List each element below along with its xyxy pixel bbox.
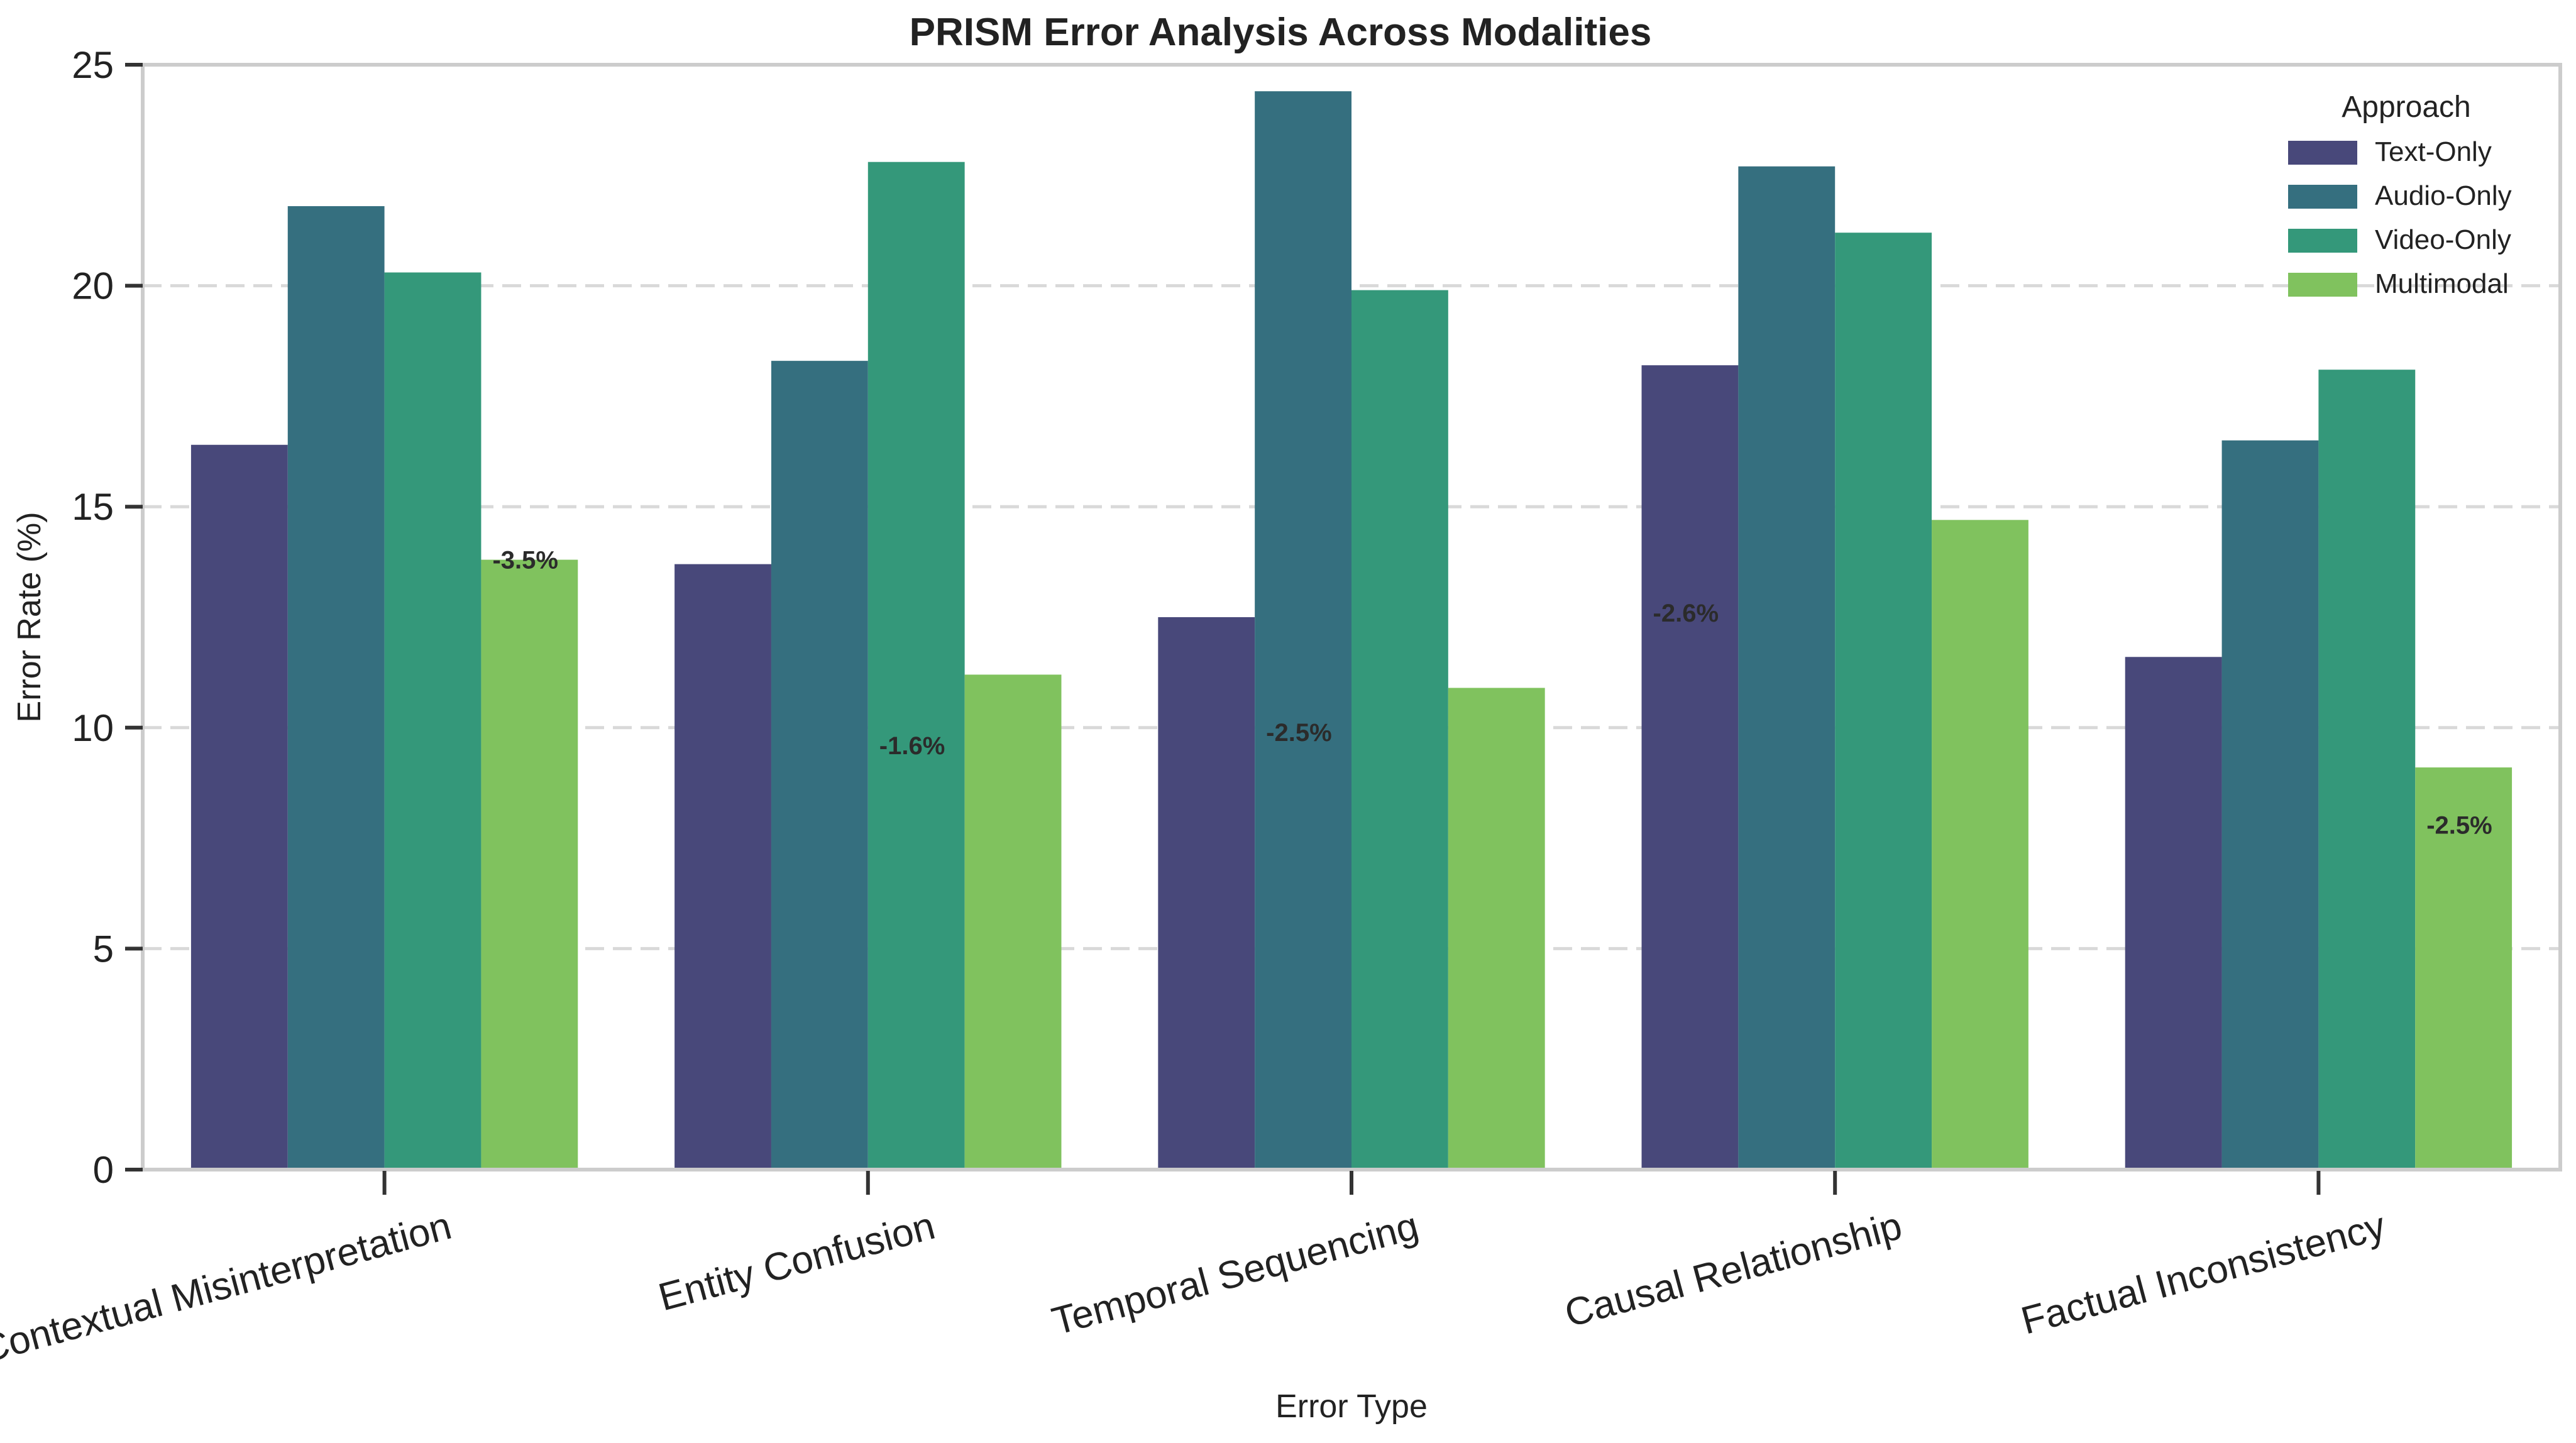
x-tick-label: Contextual Misinterpretation	[0, 1204, 456, 1371]
data-label: -2.5%	[1266, 719, 1332, 747]
x-axis: Contextual Misinterpretation Entity Confu…	[0, 1171, 2390, 1371]
legend-swatch	[2288, 185, 2357, 209]
bar	[384, 272, 482, 1170]
legend-label: Video-Only	[2375, 224, 2511, 255]
data-label: -2.6%	[1653, 600, 1719, 627]
legend-swatch	[2288, 141, 2357, 165]
bar	[1448, 688, 1545, 1170]
legend-swatch	[2288, 229, 2357, 253]
legend-label: Multimodal	[2375, 268, 2509, 299]
bar	[964, 674, 1062, 1170]
bar	[1835, 233, 1932, 1170]
data-labels: -3.5% -1.6% -2.5% -2.6% -2.5%	[492, 547, 2492, 840]
legend-label: Text-Only	[2375, 136, 2492, 167]
bar	[1641, 365, 1739, 1170]
plot-area-frame	[141, 63, 2562, 1171]
y-axis-label: Error Rate (%)	[11, 512, 48, 722]
data-label: -3.5%	[492, 547, 558, 574]
bar	[2221, 440, 2319, 1170]
y-tick-label: 25	[72, 44, 114, 86]
x-tick-label: Causal Relationship	[1560, 1204, 1907, 1336]
bar	[771, 361, 868, 1170]
y-tick-label: 10	[72, 707, 114, 749]
bar	[1351, 290, 1448, 1170]
bar	[287, 206, 385, 1170]
legend[interactable]: Approach Text-Only Audio-Only Video-Only Mu…	[2288, 91, 2512, 299]
y-axis: 0 5 10 15 20 25	[72, 44, 143, 1191]
bar	[1738, 166, 1836, 1170]
data-label: -1.6%	[879, 732, 945, 760]
bar	[190, 444, 288, 1170]
legend-items: Text-Only Audio-Only Video-Only Multimodal	[2288, 136, 2512, 299]
bar	[2415, 767, 2513, 1170]
chart-title: PRISM Error Analysis Across Modalities	[910, 11, 1652, 54]
x-tick-label: Entity Confusion	[654, 1204, 939, 1319]
bar	[481, 559, 578, 1170]
x-tick-label: Temporal Sequencing	[1047, 1204, 1423, 1344]
legend-swatch	[2288, 273, 2357, 297]
y-tick-label: 0	[93, 1149, 114, 1191]
x-axis-label: Error Type	[1275, 1388, 1428, 1425]
legend-label: Audio-Only	[2375, 180, 2512, 211]
bars	[190, 91, 2513, 1170]
y-tick-label: 5	[93, 928, 114, 970]
bar	[1255, 91, 1351, 1170]
bar	[2125, 657, 2222, 1170]
bar	[867, 162, 965, 1170]
bar	[1158, 617, 1255, 1170]
bar	[2318, 370, 2416, 1170]
y-tick-label: 20	[72, 265, 114, 307]
legend-title: Approach	[2342, 91, 2470, 124]
data-label: -2.5%	[2426, 812, 2492, 840]
bar	[1932, 520, 2028, 1170]
y-tick-label: 15	[72, 486, 114, 528]
x-tick-label: Factual Inconsistency	[2017, 1204, 2390, 1343]
bar	[674, 564, 771, 1170]
